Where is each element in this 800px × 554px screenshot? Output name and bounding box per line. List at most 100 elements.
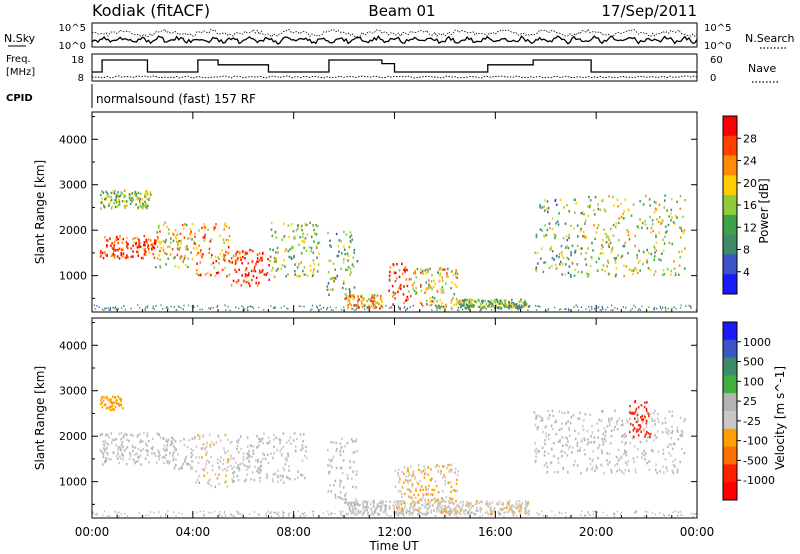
echo-cell [170, 305, 172, 308]
echo-cell [334, 493, 337, 497]
echo-cell [248, 450, 250, 453]
echo-cell [505, 303, 508, 306]
echo-cell [676, 426, 679, 429]
echo-cell [102, 455, 105, 459]
echo-cell [527, 305, 530, 308]
echo-cell [274, 231, 277, 234]
echo-cell [490, 302, 493, 305]
echo-cell [222, 468, 224, 472]
echo-cell [243, 480, 246, 483]
echo-cell [202, 434, 205, 437]
echo-cell [285, 459, 288, 462]
echo-cell [615, 256, 617, 260]
colorbar-cell [723, 446, 737, 465]
echo-cell [594, 469, 596, 472]
echo-cell [407, 510, 410, 513]
echo-cell [281, 238, 283, 242]
echo-cell [404, 502, 407, 505]
echo-cell [398, 515, 400, 517]
echo-cell [491, 509, 494, 513]
echo-cell [560, 308, 562, 310]
echo-cell [130, 247, 132, 250]
echo-cell [135, 452, 138, 455]
echo-cell [222, 458, 225, 462]
echo-cell [406, 308, 408, 311]
echo-cell [463, 302, 465, 306]
echo-cell [162, 308, 164, 310]
echo-cell [229, 261, 232, 264]
echo-cell [303, 515, 305, 518]
echo-cell [432, 285, 435, 288]
echo-cell [343, 230, 345, 234]
echo-cell [225, 238, 228, 242]
echo-cell [388, 274, 391, 277]
echo-cell [220, 456, 222, 459]
echo-cell [301, 459, 304, 462]
echo-cell [449, 513, 451, 516]
echo-cell [209, 308, 211, 310]
echo-cell [455, 513, 457, 515]
echo-cell [345, 492, 347, 495]
echo-cell [654, 423, 656, 426]
echo-cell [653, 200, 656, 204]
echo-cell [628, 238, 631, 241]
echo-cell [351, 238, 353, 241]
echo-cell [139, 205, 141, 208]
echo-cell [565, 436, 567, 439]
echo-cell [674, 464, 676, 468]
echo-cell [508, 300, 510, 304]
echo-cell [411, 505, 414, 509]
echo-cell [680, 304, 682, 307]
echo-cell [648, 468, 651, 472]
echo-cell [643, 405, 646, 409]
echo-cell [120, 191, 123, 194]
echo-cell [537, 514, 539, 516]
echo-cell [101, 251, 104, 255]
echo-cell [456, 478, 458, 481]
echo-cell [255, 459, 257, 462]
echo-cell [339, 485, 341, 488]
echo-cell [157, 226, 160, 229]
echo-cell [657, 413, 659, 416]
echo-cell [102, 399, 105, 402]
echo-cell [132, 449, 134, 453]
echo-cell [441, 499, 444, 503]
echo-cell [413, 281, 416, 285]
echo-cell [581, 247, 583, 250]
echo-cell [106, 244, 108, 247]
echo-cell [330, 490, 333, 493]
echo-cell [247, 274, 250, 277]
echo-cell [186, 245, 188, 248]
echo-cell [406, 488, 409, 491]
echo-cell [389, 266, 392, 269]
echo-cell [219, 511, 221, 513]
echo-cell [543, 261, 545, 264]
echo-cell [205, 445, 208, 448]
echo-cell [234, 461, 237, 464]
echo-cell [203, 239, 206, 242]
echo-cell [105, 459, 108, 463]
echo-cell [354, 513, 356, 516]
echo-cell [155, 239, 158, 242]
echo-cell [289, 248, 291, 251]
echo-cell [238, 307, 240, 310]
echo-cell [104, 439, 106, 443]
echo-cell [568, 233, 570, 237]
echo-cell [602, 410, 604, 413]
echo-cell [363, 509, 366, 513]
echo-cell [443, 305, 445, 308]
echo-cell [127, 256, 129, 259]
echo-cell [466, 504, 468, 507]
echo-cell [146, 241, 149, 244]
echo-cell [202, 253, 204, 256]
echo-cell [662, 448, 665, 451]
echo-cell [419, 479, 422, 483]
echo-cell [121, 241, 124, 244]
echo-cell [206, 471, 209, 475]
noise-search-trace [91, 28, 698, 38]
echo-cell [481, 301, 484, 304]
echo-cell [159, 264, 161, 268]
echo-cell [211, 464, 214, 467]
echo-cell [454, 510, 457, 514]
echo-cell [616, 422, 618, 425]
